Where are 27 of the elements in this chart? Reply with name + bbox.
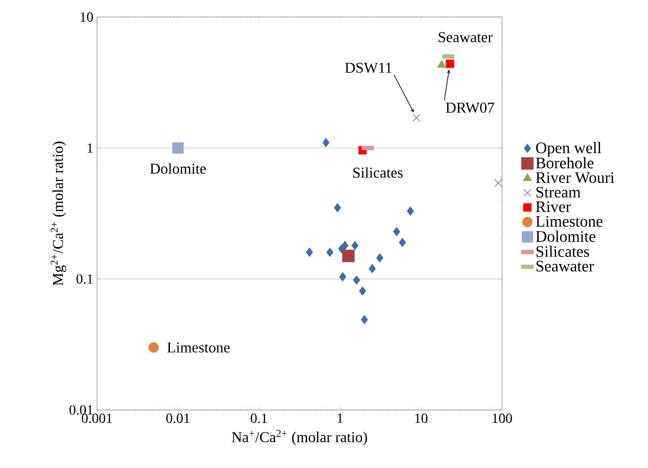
y-tick-label: 10 xyxy=(80,12,93,22)
legend-label: Dolomite xyxy=(536,230,596,242)
x-tick-label: 100 xyxy=(492,414,512,423)
y-tick-label: 0.1 xyxy=(76,274,93,284)
legend-label: River Wouri xyxy=(536,172,614,184)
legend-label: Limestone xyxy=(536,216,602,227)
annotation: Limestone xyxy=(167,342,230,353)
legend-label: Stream xyxy=(536,186,580,198)
y-tick-label: 0.01 xyxy=(70,405,93,415)
x-tick-label: 0.001 xyxy=(82,414,112,424)
legend-label: Open well xyxy=(536,142,602,157)
annotation: Silicates xyxy=(353,167,403,178)
x-tick-label: 10 xyxy=(415,414,428,423)
legend-label: Silicates xyxy=(536,246,590,257)
legend-label: Seawater xyxy=(536,260,594,272)
x-tick-label: 1 xyxy=(338,414,343,423)
x-tick-label: 0.1 xyxy=(250,414,267,424)
annotation: Dolomite xyxy=(150,163,206,174)
legend-label: Borehole xyxy=(536,157,594,168)
y-tick-label: 1 xyxy=(88,143,93,153)
x-axis-title: Na$^{+}$/Ca$^{2+}$ (molar ratio) xyxy=(232,430,368,446)
annotation: Seawater xyxy=(438,32,493,42)
annotation: DSW11 xyxy=(345,62,392,73)
x-tick-label: 0.01 xyxy=(166,414,190,424)
y-axis-title: Mg$^{2+}$/Ca$^{2+}$ (molar ratio) xyxy=(50,142,66,286)
annotation: DRW07 xyxy=(446,102,494,113)
legend-label: River xyxy=(536,201,571,212)
